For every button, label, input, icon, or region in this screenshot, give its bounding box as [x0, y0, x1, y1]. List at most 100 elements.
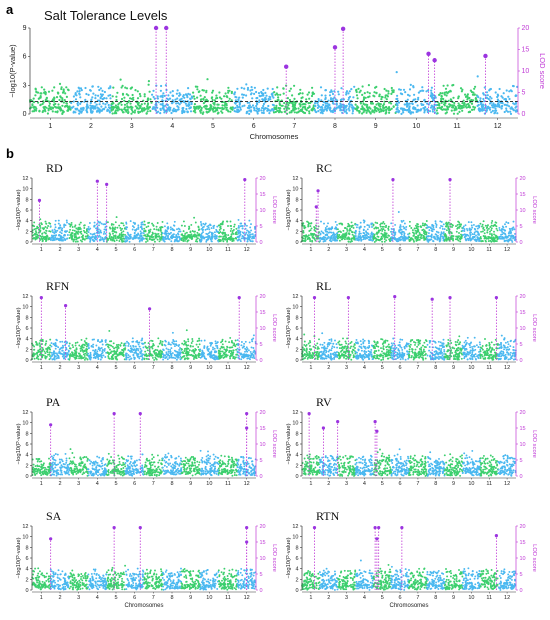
snp-point	[35, 340, 37, 343]
snp-point	[427, 232, 430, 235]
snp-point	[93, 225, 96, 227]
snp-point	[131, 93, 134, 97]
snp-point	[423, 107, 426, 110]
snp-point	[394, 231, 397, 234]
snp-point	[480, 240, 483, 243]
snp-point	[177, 230, 180, 233]
snp-point	[200, 223, 203, 226]
snp-point	[193, 103, 196, 106]
snp-point	[129, 345, 132, 348]
snp-point	[432, 224, 435, 227]
snp-point	[412, 234, 415, 237]
snp-point	[456, 223, 459, 226]
snp-point	[227, 234, 230, 237]
snp-point	[121, 222, 124, 225]
snp-point	[380, 95, 383, 98]
snp-point	[170, 347, 173, 350]
snp-point	[468, 110, 471, 113]
snp-point	[304, 237, 307, 240]
snp-point	[458, 225, 461, 228]
snp-point	[214, 235, 217, 238]
snp-point	[36, 91, 40, 94]
snp-point	[142, 232, 145, 235]
snp-point	[56, 353, 59, 356]
snp-point	[175, 92, 178, 95]
snp-point	[119, 344, 122, 347]
snp-point	[330, 227, 333, 230]
snp-point	[271, 87, 274, 91]
snp-point	[257, 101, 261, 104]
snp-point	[336, 223, 338, 226]
snp-point	[38, 97, 41, 100]
snp-point	[106, 351, 109, 354]
x-tick-label: 8	[434, 247, 437, 253]
snp-point	[72, 100, 75, 103]
snp-point	[218, 91, 221, 94]
y-tick-label: 8	[25, 197, 28, 203]
snp-point	[74, 234, 77, 236]
y-tick-label: 6	[23, 54, 27, 61]
snp-point	[43, 91, 46, 94]
snp-point	[493, 223, 496, 226]
snp-point	[340, 231, 342, 234]
snp-point	[417, 230, 420, 233]
snp-point	[382, 225, 385, 228]
snp-point	[397, 211, 400, 213]
snp-point	[368, 111, 371, 114]
snp-point	[390, 92, 393, 95]
snp-point	[79, 87, 83, 90]
snp-point	[500, 107, 503, 110]
snp-point	[120, 103, 123, 106]
snp-point	[155, 228, 158, 231]
snp-point	[240, 224, 243, 227]
snp-point	[107, 106, 111, 109]
snp-point	[167, 350, 170, 353]
snp-point	[57, 103, 60, 106]
snp-point	[458, 105, 461, 108]
snp-point	[381, 109, 384, 112]
snp-point	[469, 232, 471, 234]
snp-point	[512, 226, 515, 229]
snp-point	[99, 87, 102, 90]
snp-point	[485, 91, 489, 94]
snp-point	[505, 221, 508, 224]
snp-point	[422, 103, 425, 106]
snp-point	[486, 226, 489, 229]
snp-point	[43, 350, 46, 353]
snp-point	[280, 111, 283, 114]
snp-point	[157, 345, 160, 348]
x-tick-label: 8	[333, 123, 337, 130]
snp-point	[366, 91, 369, 94]
snp-point	[77, 227, 80, 230]
snp-point	[349, 240, 352, 243]
snp-point	[197, 90, 200, 94]
snp-point	[70, 101, 73, 105]
snp-point	[35, 107, 38, 110]
snp-point	[395, 110, 398, 113]
snp-point	[258, 99, 261, 102]
snp-point	[78, 90, 81, 93]
snp-point	[166, 222, 169, 225]
snp-point	[475, 234, 477, 237]
snp-point	[388, 111, 391, 114]
snp-point	[174, 108, 177, 111]
snp-point	[322, 232, 325, 235]
snp-point	[153, 228, 156, 231]
snp-point	[91, 111, 94, 114]
snp-point	[174, 354, 177, 357]
snp-point	[470, 221, 473, 224]
x-tick-label: 5	[381, 247, 384, 253]
snp-point	[308, 97, 311, 100]
snp-point	[115, 95, 118, 98]
snp-point	[58, 348, 61, 351]
snp-point	[106, 101, 109, 104]
snp-point	[78, 109, 81, 112]
snp-point	[46, 347, 49, 350]
snp-point	[461, 109, 464, 112]
snp-point	[232, 107, 236, 110]
snp-point	[216, 103, 219, 106]
snp-point	[184, 102, 187, 105]
snp-point	[348, 90, 351, 93]
snp-point	[187, 87, 190, 90]
